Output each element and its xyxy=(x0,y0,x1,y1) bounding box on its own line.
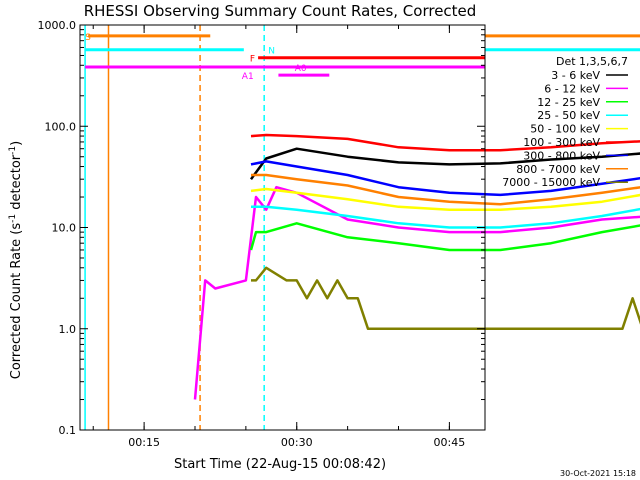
legend-label: 300 - 800 keV xyxy=(523,149,600,162)
x-axis-label: Start Time (22-Aug-15 00:08:42) xyxy=(174,457,386,472)
series-line xyxy=(249,147,640,180)
x-tick-label: 00:15 xyxy=(128,436,160,449)
legend-label: 12 - 25 keV xyxy=(537,96,600,109)
flag-label: F xyxy=(250,55,255,65)
flag-label: S xyxy=(85,33,91,43)
series-line xyxy=(249,222,640,252)
legend-label: 6 - 12 keV xyxy=(544,82,600,95)
timestamp: 30-Oct-2021 15:18 xyxy=(560,469,636,478)
y-tick-label: 1000.0 xyxy=(38,19,77,32)
y-tick-label: 0.1 xyxy=(59,424,77,437)
series-line xyxy=(251,205,640,229)
legend-label: 25 - 50 keV xyxy=(537,109,600,122)
legend-label: 7000 - 15000 keV xyxy=(502,176,600,189)
flag-label: A0 xyxy=(295,64,307,74)
y-tick-label: 100.0 xyxy=(45,120,77,133)
legend-label: 50 - 100 keV xyxy=(530,123,600,136)
legend-title: Det 1,3,5,6,7 xyxy=(556,55,628,68)
series-line xyxy=(251,173,640,206)
series-line xyxy=(250,133,640,152)
series-line xyxy=(193,185,640,400)
y-axis-label: Corrected Count Rate (s-1 detector-1) xyxy=(8,141,24,379)
legend-label: 800 - 7000 keV xyxy=(516,163,600,176)
y-tick-label: 10.0 xyxy=(52,222,77,235)
chart-title: RHESSI Observing Summary Count Rates, Co… xyxy=(84,2,477,20)
series-line xyxy=(250,160,640,197)
flag-label: A1 xyxy=(242,72,254,82)
x-tick-label: 00:45 xyxy=(434,436,466,449)
legend-label: 100 - 300 keV xyxy=(523,136,600,149)
x-tick-label: 00:30 xyxy=(281,436,313,449)
flag-label: N xyxy=(268,47,275,57)
series-line xyxy=(251,266,640,331)
series-line xyxy=(250,187,640,211)
y-tick-label: 1.0 xyxy=(59,323,77,336)
legend-label: 3 - 6 keV xyxy=(551,69,600,82)
